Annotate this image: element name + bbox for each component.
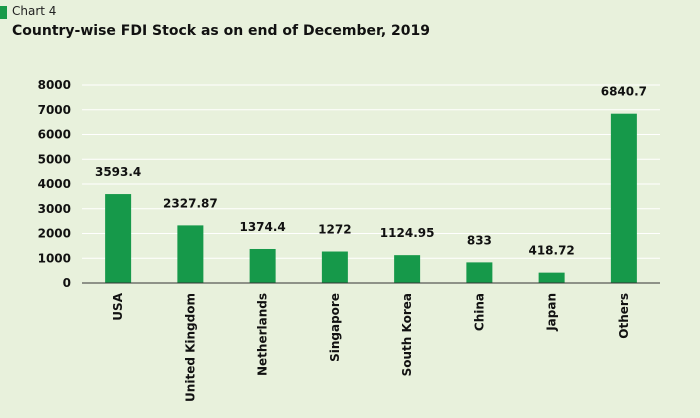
x-tick-label: China	[472, 293, 486, 331]
x-tick-label: Japan	[545, 293, 559, 332]
bar	[610, 113, 637, 283]
y-tick-label: 6000	[38, 128, 71, 142]
data-label: 1374.4	[239, 220, 285, 234]
bars	[105, 113, 637, 283]
chart-number: Chart 4	[12, 4, 57, 18]
y-tick-label: 2000	[38, 227, 71, 241]
x-axis-ticks: USA United Kingdom Netherlands Singapore Sou…	[111, 292, 631, 402]
gridlines	[82, 84, 660, 259]
x-tick-label: United Kingdom	[183, 293, 197, 402]
data-labels: 3593.4 2327.87 1374.4 1272 1124.95 833 418.72 6…	[95, 85, 647, 258]
y-tick-label: 4000	[38, 177, 71, 191]
x-tick-label: South Korea	[400, 293, 414, 376]
data-label: 418.72	[528, 244, 574, 258]
y-tick-label: 0	[63, 276, 71, 290]
bar	[105, 194, 132, 283]
data-label: 1124.95	[380, 226, 435, 240]
x-tick-label: USA	[111, 292, 125, 320]
x-tick-label: Netherlands	[256, 293, 270, 376]
y-tick-label: 3000	[38, 202, 71, 216]
bar	[466, 262, 493, 283]
bar	[538, 272, 565, 283]
data-label: 2327.87	[163, 196, 218, 210]
x-tick-label: Others	[617, 293, 631, 339]
y-axis-ticks: 0 1000 2000 3000 4000 5000 6000 7000 8000	[38, 78, 71, 290]
bar	[249, 248, 276, 283]
chart-tag-marker	[0, 6, 7, 19]
data-label: 1272	[318, 223, 351, 237]
bar	[394, 255, 421, 283]
y-tick-label: 5000	[38, 152, 71, 166]
bar	[321, 251, 348, 283]
chart-title: Country-wise FDI Stock as on end of Dece…	[12, 23, 431, 39]
y-tick-label: 7000	[38, 103, 71, 117]
bar	[177, 225, 204, 283]
y-tick-label: 8000	[38, 78, 71, 92]
data-label: 6840.7	[601, 85, 647, 99]
y-tick-label: 1000	[38, 251, 71, 265]
data-label: 3593.4	[95, 165, 141, 179]
data-label: 833	[467, 233, 492, 247]
x-tick-label: Singapore	[328, 293, 342, 362]
